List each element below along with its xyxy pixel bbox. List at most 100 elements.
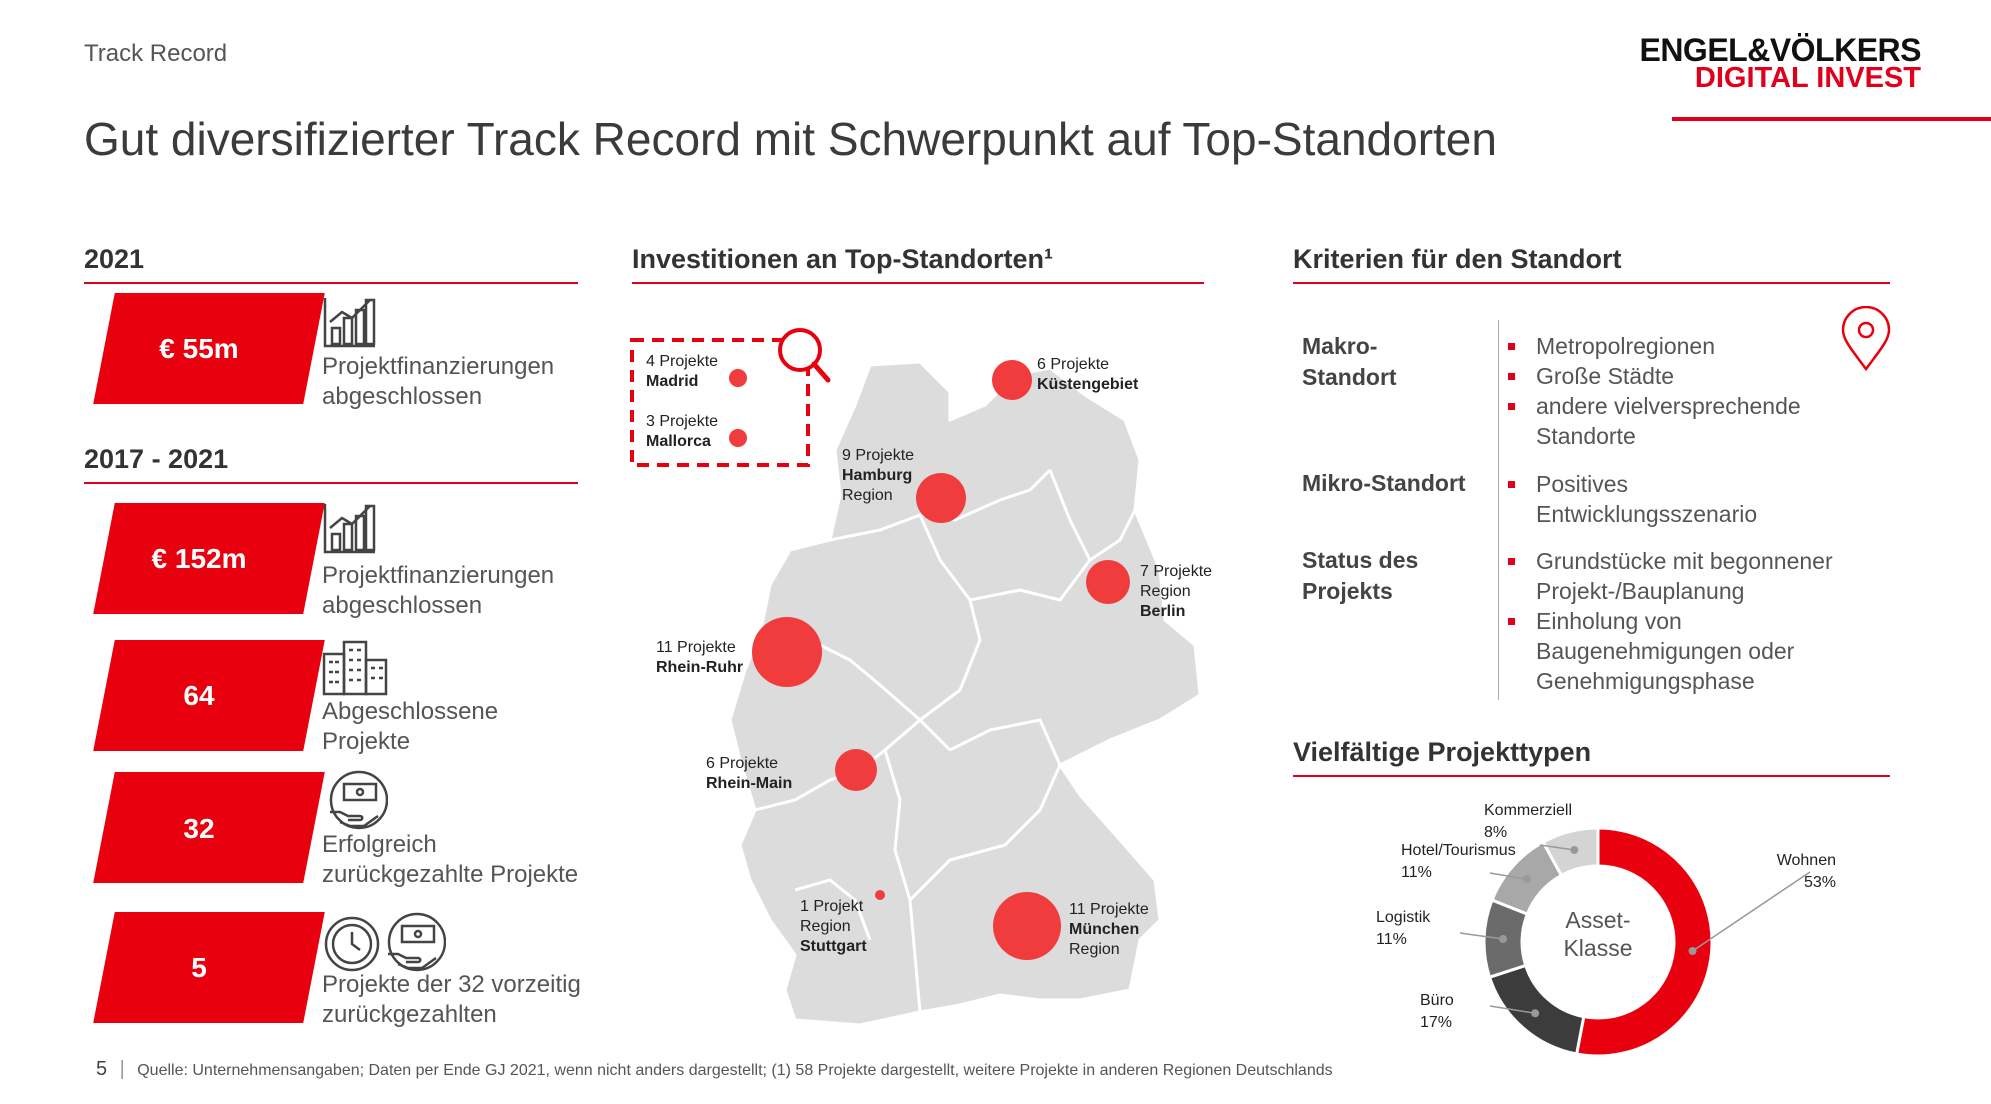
bullet-item: Einholung von [1506, 606, 1833, 636]
leader-line-kommerziell [1539, 844, 1575, 851]
leader-dot-buero [1531, 1009, 1540, 1018]
bullet-item-cont: Projekt-/Bauplanung [1536, 578, 1745, 604]
donut-label-wohnen: Wohnen 53% [1776, 852, 1836, 891]
logo-line2: DIGITAL INVEST [1694, 62, 1921, 94]
clock-icon [324, 916, 380, 972]
bullet-item: Grundstücke mit begonnener [1506, 546, 1833, 576]
leader-dot-hotel [1522, 875, 1531, 884]
map-label-rhein-ruhr: 11 Projekte Rhein-Ruhr [656, 639, 744, 676]
bubble-muenchen [993, 892, 1061, 960]
state-border [883, 749, 922, 1013]
criteria-title-line [1293, 282, 1890, 284]
asset-class-donut [1459, 826, 1811, 1058]
bullet-item-cont: Baugenehmigungen oder [1536, 638, 1795, 664]
bubble-hamburg [916, 473, 966, 523]
donut-label-hotel: Hotel/Tourismus 11% [1401, 842, 1516, 881]
types-title-line [1293, 775, 1890, 777]
bullet-item-cont: Entwicklungsszenario [1536, 501, 1758, 527]
location-pin-icon [1840, 306, 1892, 372]
section-2017-line [84, 482, 578, 484]
germany-shape [728, 360, 1202, 1027]
map-label-mallorca: 3 Projekte Mallorca [646, 413, 719, 450]
bubble-rhein-main [835, 749, 877, 791]
logo-line1: ENGEL&VÖLKERS [1639, 32, 1921, 68]
criteria-bullets-status: Grundstücke mit begonnener Projekt-/Baup… [1506, 546, 1833, 696]
types-title: Vielfältige Projekttypen [1293, 737, 1592, 767]
bullet-item: andere vielversprechende [1506, 391, 1801, 421]
criteria-bullets-makro: Metropolregionen Große Städte andere vie… [1506, 331, 1801, 451]
criteria-title: Kriterien für den Standort [1293, 244, 1622, 274]
state-border [949, 718, 1062, 766]
donut-slice-wohnen [1574, 826, 1714, 1058]
map-label-berlin: 7 Projekte Region Berlin [1140, 563, 1213, 620]
bubble-mallorca [729, 429, 747, 447]
kpi-desc: Abgeschlossene Projekte [322, 698, 499, 755]
leader-line-wohnen [1692, 871, 1811, 952]
state-border [1048, 469, 1092, 561]
state-border [908, 764, 1062, 902]
kpi-value: 32 [183, 813, 215, 844]
bar-chart-icon [322, 502, 376, 554]
bar-chart-icon [322, 296, 376, 348]
bullet-item: Positives [1506, 469, 1757, 499]
section-2021-line [84, 282, 578, 284]
page-number: 5 [96, 1058, 108, 1080]
donut-label-buero: Büro 17% [1420, 992, 1454, 1031]
map-label-hamburg: 9 Projekte Hamburg Region [842, 447, 915, 504]
kpi-desc: Projekte der 32 vorzeitig zurückgezahlten [322, 971, 581, 1028]
bullet-item: Metropolregionen [1506, 331, 1801, 361]
spain-inset-box [630, 338, 810, 467]
section-2021-title: 2021 [84, 244, 145, 274]
page-title: Gut diversifizierter Track Record mit Sc… [84, 113, 1497, 165]
donut-center-label: Asset- Klasse [1563, 907, 1633, 961]
donut-label-kommerziell: Kommerziell 8% [1484, 802, 1573, 841]
bullet-item-cont: Standorte [1536, 423, 1636, 449]
money-hand-icon [384, 912, 446, 972]
leader-dot-logistik [1499, 935, 1508, 944]
state-border [794, 878, 872, 941]
map-label-kuestengebiet: 6 Projekte Küstengebiet [1037, 356, 1139, 393]
breadcrumb: Track Record [84, 40, 228, 67]
kpi-value: € 152m [151, 543, 247, 574]
leader-dot-kommerziell [1570, 845, 1579, 854]
bullet-item: Große Städte [1506, 361, 1801, 391]
map-title: Investitionen an Top-Standorten¹ [632, 244, 1053, 274]
bubble-madrid [729, 369, 747, 387]
leader-line-buero [1489, 1005, 1536, 1015]
donut-slice-kommerziell [1541, 826, 1600, 878]
kpi-value: € 55m [159, 333, 239, 364]
bullet-item-cont: Genehmigungsphase [1536, 668, 1755, 694]
bubble-berlin [1086, 560, 1130, 604]
leader-dot-wohnen [1688, 946, 1697, 955]
map-title-line [632, 282, 1204, 284]
leader-line-logistik [1459, 932, 1504, 940]
map-label-madrid: 4 Projekte Madrid [646, 353, 719, 390]
state-border [829, 468, 1052, 542]
state-border [969, 509, 1137, 602]
kpi-desc: Projektfinanzierungen abgeschlossen [322, 562, 555, 619]
kpi-desc: Projektfinanzierungen abgeschlossen [322, 353, 555, 410]
donut-label-logistik: Logistik 11% [1376, 909, 1431, 948]
kpi-value: 64 [183, 680, 215, 711]
map-label-muenchen: 11 Projekte München Region [1069, 901, 1149, 958]
kpi-value: 5 [191, 952, 207, 983]
buildings-icon [322, 640, 388, 696]
criteria-label-makro: Makro- Standort [1302, 333, 1397, 390]
leader-line-hotel [1489, 872, 1527, 880]
bubble-rhein-ruhr [752, 617, 822, 687]
criteria-bullets-mikro: Positives Entwicklungsszenario [1506, 469, 1757, 529]
logo-underline [1672, 117, 1991, 121]
criteria-label-mikro: Mikro-Standort [1302, 470, 1466, 496]
map-label-stuttgart: 1 Projekt Region Stuttgart [800, 898, 867, 955]
criteria-label-status: Status des Projekts [1302, 547, 1419, 604]
bubble-kuestengebiet [992, 360, 1032, 400]
magnifier-icon [778, 328, 831, 383]
germany-map [630, 328, 1202, 1027]
state-border [918, 514, 982, 722]
footer: 5 | Quelle: Unternehmensangaben; Daten p… [96, 1058, 1333, 1081]
map-label-rhein-main: 6 Projekte Rhein-Main [706, 755, 793, 792]
footer-source: Quelle: Unternehmensangaben; Daten per E… [137, 1062, 1333, 1079]
money-hand-icon [326, 770, 388, 830]
criteria-divider [1498, 320, 1499, 700]
kpi-desc: Erfolgreich zurückgezahlte Projekte [322, 831, 579, 888]
